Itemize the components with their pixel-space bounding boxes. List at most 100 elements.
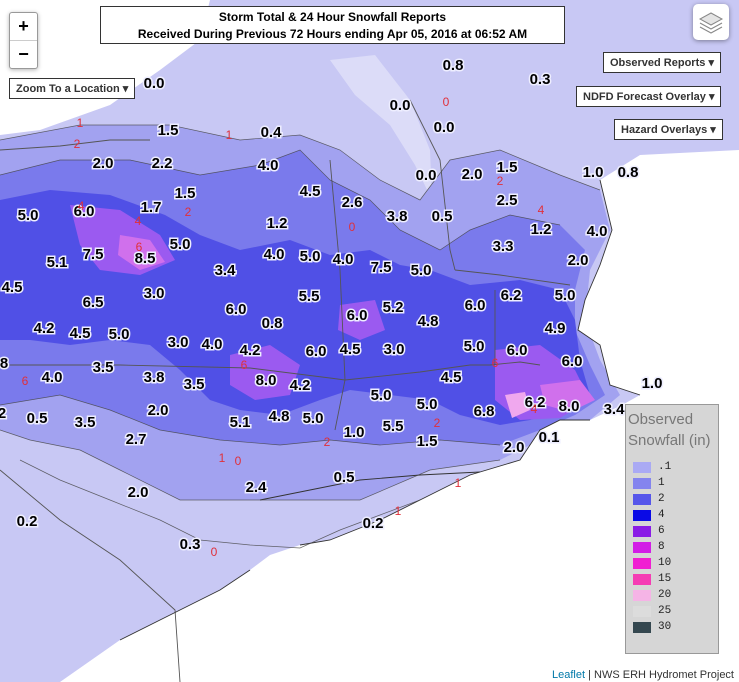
snowfall-report-value[interactable]: 2.0 [460,165,484,185]
snowfall-report-value[interactable]: 8 [0,354,10,374]
snowfall-report-value[interactable]: 6.0 [560,352,584,372]
snowfall-report-value[interactable]: 5.5 [297,287,321,307]
hazard-overlays-dropdown[interactable]: Hazard Overlays ▾ [614,119,723,140]
snowfall-report-value[interactable]: 1.2 [529,220,553,240]
snowfall-report-value[interactable]: 3.5 [182,375,206,395]
snowfall-report-value[interactable]: 2.6 [340,193,364,213]
snowfall-report-value[interactable]: 4.2 [238,341,262,361]
snowfall-report-value[interactable]: 1.5 [495,158,519,178]
snowfall-report-value[interactable]: 7.5 [81,245,105,265]
snowfall-report-value[interactable]: 3.5 [73,413,97,433]
snowfall-report-value[interactable]: 6.0 [72,202,96,222]
snowfall-report-value[interactable]: 0.0 [142,74,166,94]
snowfall-report-value[interactable]: 4.0 [256,156,280,176]
snowfall-report-value[interactable]: 4.5 [338,340,362,360]
layers-control[interactable] [693,4,729,40]
snowfall-report-value[interactable]: 3.8 [385,207,409,227]
snowfall-report-value[interactable]: 4.5 [68,324,92,344]
snowfall-report-value[interactable]: 0.5 [25,409,49,429]
snowfall-report-value[interactable]: 4.0 [331,250,355,270]
snowfall-report-value[interactable]: 8.0 [254,371,278,391]
snowfall-report-value[interactable]: 4.0 [40,368,64,388]
snowfall-report-value[interactable]: 0.4 [259,123,284,143]
snowfall-report-value[interactable]: 2 [0,404,8,424]
snowfall-report-value[interactable]: 5.1 [228,413,252,433]
snowfall-report-value[interactable]: 5.0 [301,409,325,429]
snowfall-report-value[interactable]: 0.8 [616,163,640,183]
snowfall-report-value[interactable]: 4.2 [288,376,312,396]
snowfall-report-value[interactable]: 3.8 [142,368,166,388]
snowfall-report-value[interactable]: 1.2 [265,214,289,234]
zoom-to-location-dropdown[interactable]: Zoom To a Location ▾ [9,78,136,99]
snowfall-report-value[interactable]: 6.8 [472,402,496,422]
snowfall-report-value[interactable]: 6.2 [499,286,523,306]
snowfall-report-value[interactable]: 2.0 [502,438,526,458]
snowfall-report-value[interactable]: 0.1 [537,428,561,448]
snowfall-report-value[interactable]: 1.0 [581,163,605,183]
snowfall-report-value[interactable]: 5.0 [415,395,439,415]
snowfall-report-value[interactable]: 4.8 [267,407,291,427]
snowfall-report-value[interactable]: 5.1 [45,253,69,273]
snowfall-report-value[interactable]: 5.0 [107,325,131,345]
snowfall-report-value[interactable]: 8.0 [557,397,581,417]
snowfall-report-value[interactable]: 5.5 [381,417,405,437]
snowfall-report-value[interactable]: 2.0 [126,483,150,503]
snowfall-report-value[interactable]: 6.0 [345,306,369,326]
snowfall-report-value[interactable]: 0.3 [178,535,202,555]
snowfall-report-value[interactable]: 0.2 [361,514,385,534]
snowfall-report-value[interactable]: 0.8 [260,314,284,334]
snowfall-report-value[interactable]: 1.7 [139,198,163,218]
snowfall-report-value[interactable]: 0.0 [432,118,456,138]
zoom-out-button[interactable]: − [18,44,29,64]
snowfall-report-value[interactable]: 8.5 [133,249,157,269]
snowfall-report-value[interactable]: 2.4 [244,478,269,498]
snowfall-report-value[interactable]: 4.2 [32,319,56,339]
snowfall-report-value[interactable]: 5.0 [298,247,322,267]
snowfall-report-value[interactable]: 6.0 [505,341,529,361]
snowfall-report-value[interactable]: 6.0 [224,300,248,320]
snowfall-report-value[interactable]: 5.0 [369,386,393,406]
snowfall-report-value[interactable]: 5.0 [462,337,486,357]
zoom-in-button[interactable]: + [10,13,37,41]
snowfall-report-value[interactable]: 0.3 [528,70,552,90]
snowfall-report-value[interactable]: 4.5 [0,278,24,298]
snowfall-report-value[interactable]: 4.0 [200,335,224,355]
snowfall-report-value[interactable]: 5.0 [409,261,433,281]
snowfall-report-value[interactable]: 3.3 [491,237,515,257]
snowfall-report-value[interactable]: 2.0 [146,401,170,421]
snowfall-report-value[interactable]: 2.7 [124,430,148,450]
snowfall-report-value[interactable]: 1.5 [173,184,197,204]
snowfall-report-value[interactable]: 6.0 [304,342,328,362]
snowfall-report-value[interactable]: 3.0 [166,333,190,353]
snowfall-report-value[interactable]: 1.5 [156,121,180,141]
snowfall-report-value[interactable]: 1.0 [640,374,664,394]
snowfall-report-value[interactable]: 0.5 [332,468,356,488]
snowfall-report-value[interactable]: 1.0 [342,423,366,443]
snowfall-report-value[interactable]: 2.5 [495,191,519,211]
snowfall-report-value[interactable]: 4.5 [298,182,322,202]
leaflet-link[interactable]: Leaflet [552,669,586,681]
snowfall-report-value[interactable]: 5.0 [553,286,577,306]
observed-reports-dropdown[interactable]: Observed Reports ▾ [603,52,721,73]
snowfall-report-value[interactable]: 3.4 [213,261,238,281]
snowfall-report-value[interactable]: 2.0 [91,154,115,174]
snowfall-report-value[interactable]: 4.0 [585,222,609,242]
snowfall-report-value[interactable]: 3.0 [142,284,166,304]
snowfall-report-value[interactable]: 5.0 [168,235,192,255]
snowfall-report-value[interactable]: 2.2 [150,154,174,174]
snowfall-report-value[interactable]: 5.2 [381,298,405,318]
snowfall-report-value[interactable]: 7.5 [369,258,393,278]
snowfall-report-value[interactable]: 0.5 [430,207,454,227]
snowfall-report-value[interactable]: 0.0 [414,166,438,186]
snowfall-report-value[interactable]: 6.0 [463,296,487,316]
snowfall-report-value[interactable]: 6.5 [81,293,105,313]
snowfall-report-value[interactable]: 1.5 [415,432,439,452]
snowfall-report-value[interactable]: 0.8 [441,56,465,76]
snowfall-report-value[interactable]: 5.0 [16,206,40,226]
snowfall-report-value[interactable]: 4.9 [543,319,567,339]
snowfall-report-value[interactable]: 0.0 [388,96,412,116]
snowfall-report-value[interactable]: 4.5 [439,368,463,388]
snowfall-report-value[interactable]: 4.0 [262,245,286,265]
snowfall-report-value[interactable]: 6.2 [523,393,547,413]
snowfall-report-value[interactable]: 3.4 [602,400,627,420]
